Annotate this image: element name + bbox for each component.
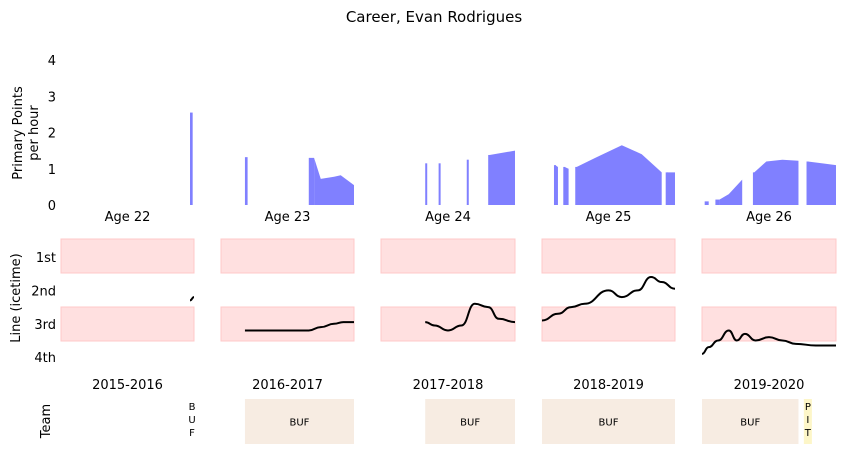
team-label: U xyxy=(188,415,195,426)
points-bar xyxy=(553,165,556,205)
line-band xyxy=(220,238,355,274)
line-curves xyxy=(189,276,836,355)
team-label: T xyxy=(804,428,812,439)
points-bar xyxy=(190,112,193,205)
points-bar xyxy=(244,157,248,205)
age-label: Age 25 xyxy=(586,210,632,225)
points-y-tick: 4 xyxy=(48,54,56,69)
team-bar xyxy=(803,399,812,444)
season-label: 2018-2019 xyxy=(573,378,644,393)
team-label: BUF xyxy=(290,418,310,429)
team-label: B xyxy=(189,402,196,413)
points-bar xyxy=(806,161,809,205)
age-label: Age 22 xyxy=(105,210,151,225)
line-curve xyxy=(701,329,836,355)
points-area xyxy=(667,172,675,205)
line-band xyxy=(60,306,195,342)
age-label: Age 23 xyxy=(265,210,311,225)
team-label: BUF xyxy=(740,418,760,429)
line-y-tick: 1st xyxy=(36,251,56,266)
team-label: BUF xyxy=(599,418,619,429)
points-bar xyxy=(563,166,566,205)
line-y-tick: 4th xyxy=(34,351,56,366)
points-area xyxy=(754,159,799,205)
team-label: I xyxy=(806,415,809,426)
points-area xyxy=(719,179,743,205)
line-band xyxy=(60,238,195,274)
team-label: BUF xyxy=(460,418,480,429)
line-band xyxy=(541,306,676,342)
points-area xyxy=(555,165,558,205)
line-band xyxy=(380,238,516,274)
team-label: F xyxy=(189,428,195,439)
points-area xyxy=(807,161,836,205)
points-bar xyxy=(466,159,469,205)
season-label: 2017-2018 xyxy=(413,378,484,393)
points-areas xyxy=(190,112,836,205)
points-bar xyxy=(575,166,578,205)
points-bar xyxy=(488,154,491,205)
points-area xyxy=(576,145,662,205)
team-bar xyxy=(542,399,675,444)
team-label: P xyxy=(805,402,811,413)
line-curve xyxy=(244,321,354,332)
age-label: Age 24 xyxy=(425,210,471,225)
points-bar xyxy=(752,172,755,205)
line-ylabel: Line (icetime) xyxy=(9,253,24,343)
age-label: Age 26 xyxy=(746,210,792,225)
season-label: 2015-2016 xyxy=(92,378,163,393)
line-band xyxy=(380,306,516,342)
points-bar xyxy=(704,201,709,205)
line-y-tick: 2nd xyxy=(31,284,56,299)
points-y-tick: 2 xyxy=(48,127,56,142)
points-ylabel-line1: Primary Points xyxy=(11,86,26,180)
line-band xyxy=(541,238,676,274)
points-area xyxy=(314,157,354,205)
team-bar xyxy=(190,399,194,444)
age-labels: Age 22 Age 23 Age 24 Age 25 Age 26 xyxy=(105,210,792,225)
line-curve xyxy=(425,302,516,332)
team-panel: Team BUF BUF BUF BUF BUF PIT xyxy=(39,399,812,444)
team-bars: BUF BUF BUF BUF BUF PIT xyxy=(188,399,812,444)
points-y-ticks: 0 1 2 3 4 xyxy=(48,54,56,214)
points-y-tick: 0 xyxy=(48,199,56,214)
points-ylabel-line2: per hour xyxy=(27,105,42,161)
points-area xyxy=(564,166,569,205)
points-bar xyxy=(715,199,720,205)
line-bands xyxy=(60,238,837,342)
team-bar xyxy=(244,399,354,444)
points-y-tick: 3 xyxy=(48,90,56,105)
points-bar xyxy=(425,163,428,205)
line-band xyxy=(701,238,837,274)
team-bar xyxy=(425,399,515,444)
season-label: 2019-2020 xyxy=(734,378,805,393)
line-y-tick: 3rd xyxy=(34,318,56,333)
points-bar xyxy=(438,163,441,205)
line-curve xyxy=(541,276,676,322)
team-ylabel: Team xyxy=(39,404,54,439)
season-labels: 2015-2016 2016-2017 2017-2018 2018-2019 2019… xyxy=(92,378,804,393)
team-bar xyxy=(702,399,799,444)
points-area xyxy=(489,150,515,205)
line-y-ticks: 1st 2nd 3rd 4th xyxy=(31,251,56,366)
points-bar xyxy=(665,172,668,205)
points-bar xyxy=(308,157,315,205)
line-curve xyxy=(189,296,195,302)
points-y-tick: 1 xyxy=(48,163,56,178)
chart-title: Career, Evan Rodrigues xyxy=(346,8,523,26)
season-label: 2016-2017 xyxy=(252,378,323,393)
